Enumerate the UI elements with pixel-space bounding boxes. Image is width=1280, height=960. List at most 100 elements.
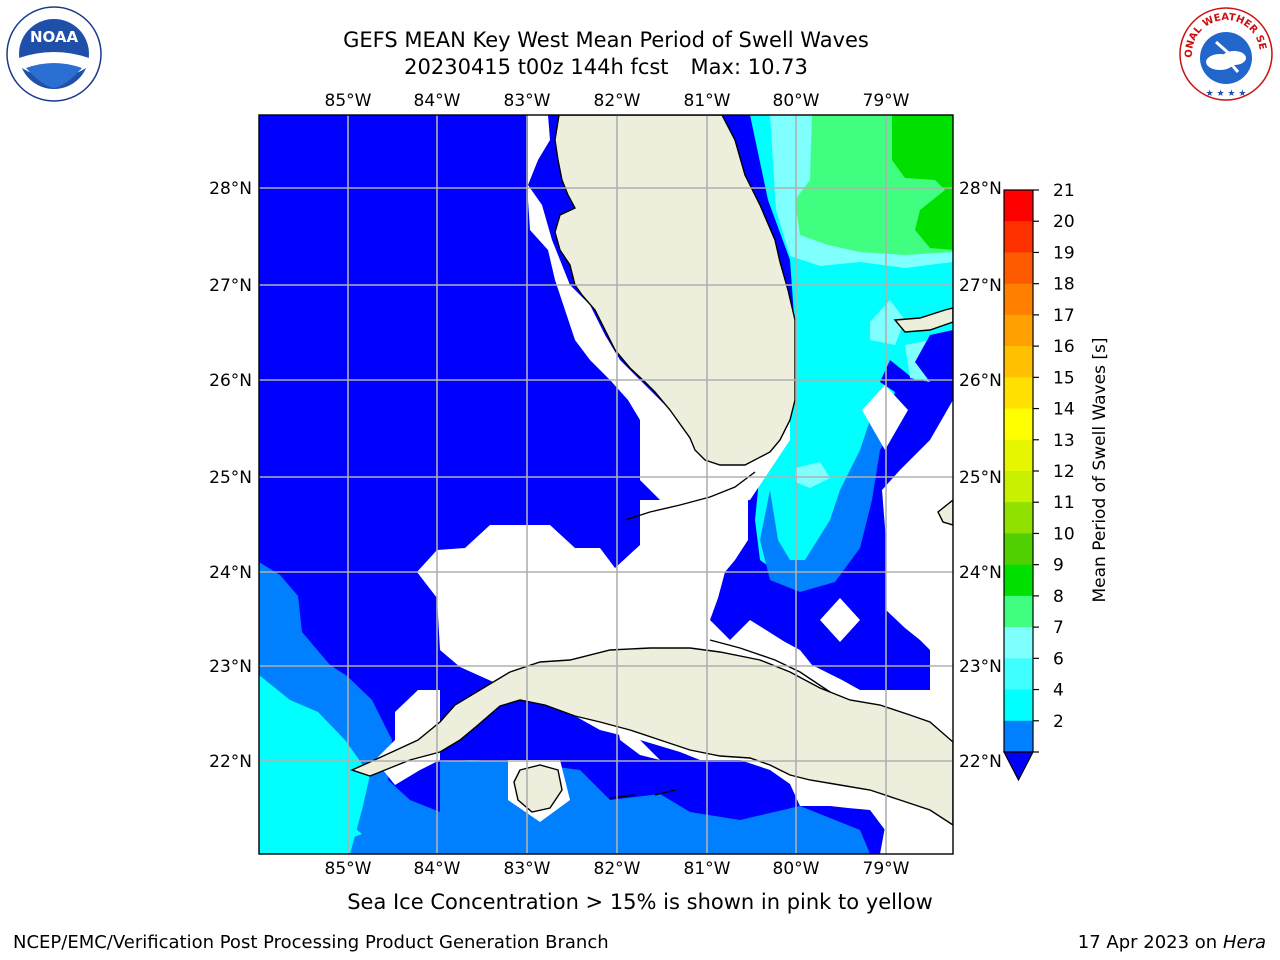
no-data-florida-gulf-coast (528, 115, 790, 505)
noaa-logo-text: NOAA (30, 28, 79, 46)
lon-label-top: 81°W (684, 91, 731, 111)
colorbar-swatch (1004, 658, 1033, 691)
nws-logo-icon: NATIONAL WEATHER SERVICE ★ ★ ★ ★ (1176, 6, 1273, 101)
no-data-south-channel (575, 712, 660, 760)
colorbar-tick-label: 13 (1053, 431, 1075, 451)
colorbar-swatch (1004, 627, 1033, 659)
colorbar-tick-label: 9 (1053, 556, 1064, 576)
colorbar: 21 20 19 18 17 16 15 14 13 12 11 10 9 8 7 6 4 2 (1003, 181, 1075, 782)
colorbar-swatch (1004, 471, 1033, 503)
colorbar-swatch (1004, 252, 1033, 285)
machine-name: Hera (1222, 932, 1266, 953)
credit-line: NCEP/EMC/Verification Post Processing Pr… (13, 932, 609, 953)
lat-label-right: 25°N (959, 468, 1002, 488)
colorbar-tick-label: 16 (1053, 337, 1075, 357)
sea-10-11s-north (892, 115, 953, 250)
colorbar-tick-label: 8 (1053, 587, 1064, 607)
colorbar-swatch (1004, 377, 1033, 410)
lat-label-right: 24°N (959, 563, 1002, 583)
sea-8-9s-patch-2 (870, 300, 905, 345)
lon-label-top: 82°W (594, 91, 641, 111)
colorbar-tick-label: 7 (1053, 618, 1064, 638)
colorbar-swatch (1004, 283, 1033, 316)
colorbar-tick-label: 6 (1053, 649, 1064, 669)
lat-label-left: 26°N (209, 371, 252, 391)
cuba-south-cays (609, 789, 676, 799)
lat-label-right: 22°N (959, 752, 1002, 772)
lat-label-left: 28°N (209, 179, 252, 199)
svg-text:★ ★ ★ ★: ★ ★ ★ ★ (1206, 89, 1247, 99)
colorbar-tick-label: 20 (1053, 212, 1075, 232)
lon-label-bottom: 85°W (325, 859, 372, 879)
lon-label-bottom: 79°W (863, 859, 910, 879)
generation-date: 17 Apr 2023 on Hera (1078, 932, 1266, 953)
graticule (259, 115, 953, 854)
colorbar-tick-label: 14 (1053, 400, 1075, 420)
lon-label-top: 83°W (504, 91, 551, 111)
sea-2-4s-atlantic-gap (915, 330, 953, 382)
colorbar-swatch (1004, 595, 1033, 628)
forecast-date: 20230415 t00z 144h fcst (404, 55, 669, 79)
lon-label-bottom: 81°W (684, 859, 731, 879)
colorbar-tick-label: 21 (1053, 181, 1075, 201)
colorbar-swatch (1004, 314, 1033, 347)
colorbar-swatch (1004, 408, 1033, 441)
colorbar-tick-label: 18 (1053, 275, 1075, 295)
noaa-logo-icon: NOAA (6, 6, 102, 102)
florida-keys (624, 471, 756, 521)
colorbar-swatch (1004, 720, 1033, 753)
colorbar-tick-label: 10 (1053, 524, 1075, 544)
colorbar-swatch (1004, 439, 1033, 472)
plot-title: GEFS MEAN Key West Mean Period of Swell … (343, 28, 869, 52)
lat-label-right: 26°N (959, 371, 1002, 391)
colorbar-swatch (1004, 689, 1033, 722)
colorbar-label: Mean Period of Swell Waves [s] (1090, 338, 1110, 603)
isla-juventud-land (513, 764, 563, 813)
lon-label-bottom: 82°W (594, 859, 641, 879)
lat-label-left: 22°N (209, 752, 252, 772)
colorbar-tick-label: 4 (1053, 681, 1064, 701)
colorbar-tick-label: 11 (1053, 493, 1075, 513)
sea-2-4s-atlantic-edge (760, 420, 886, 592)
lat-label-left: 25°N (209, 468, 252, 488)
colorbar-swatch (1004, 533, 1033, 566)
sea-6-8s-patch (330, 822, 362, 840)
colorbar-swatch (1004, 564, 1033, 597)
lat-label-left: 23°N (209, 657, 252, 677)
lon-label-top: 84°W (414, 91, 461, 111)
cuba-cays (709, 639, 831, 693)
map-frame (258, 114, 954, 855)
lon-label-bottom: 80°W (773, 859, 820, 879)
florida-land (554, 115, 796, 466)
andros-land (937, 499, 953, 526)
lon-label-bottom: 84°W (414, 859, 461, 879)
lon-label-top: 80°W (773, 91, 820, 111)
lat-label-left: 24°N (209, 563, 252, 583)
colorbar-tick-label: 2 (1053, 712, 1064, 732)
lat-label-right: 23°N (959, 657, 1002, 677)
lon-label-top: 85°W (325, 91, 372, 111)
sea-6-8s-southwest (259, 675, 370, 854)
colorbar-tick-label: 17 (1053, 306, 1075, 326)
plot-subtitle: 20230415 t00z 144h fcst Max: 10.73 (256, 54, 956, 80)
colorbar-tick-label: 19 (1053, 243, 1075, 263)
date-text: 17 Apr 2023 on (1077, 932, 1218, 953)
sea-ice-note: Sea Ice Concentration > 15% is shown in … (347, 890, 933, 914)
lat-label-right: 28°N (959, 179, 1002, 199)
colorbar-swatch (1004, 190, 1033, 222)
colorbar-swatch (1004, 502, 1033, 534)
sea-8-9s-patch-1 (795, 462, 830, 488)
max-value: Max: 10.73 (690, 55, 808, 79)
colorbar-tick-label: 12 (1053, 462, 1075, 482)
colorbar-swatch (1004, 221, 1033, 253)
lat-label-left: 27°N (209, 276, 252, 296)
no-data-bahamas-2 (820, 598, 860, 642)
lon-label-top: 79°W (863, 91, 910, 111)
bahamas-land (893, 307, 953, 333)
lon-label-bottom: 83°W (504, 859, 551, 879)
no-data-bahamas (862, 385, 908, 450)
colorbar-extend-arrow (1003, 751, 1034, 782)
lat-label-right: 27°N (959, 276, 1002, 296)
colorbar-tick-label: 15 (1053, 368, 1075, 388)
